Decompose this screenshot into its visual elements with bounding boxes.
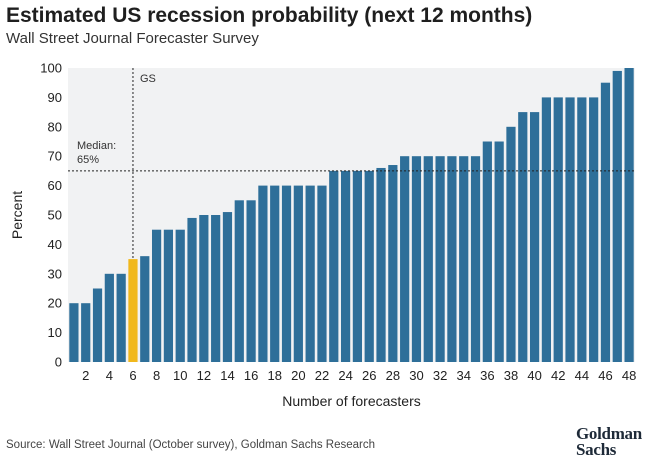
bar xyxy=(400,156,410,362)
x-tick-label: 10 xyxy=(173,368,187,383)
x-tick-label: 26 xyxy=(362,368,376,383)
x-tick-label: 18 xyxy=(267,368,281,383)
x-tick-label: 42 xyxy=(551,368,565,383)
x-tick-label: 36 xyxy=(480,368,494,383)
goldman-sachs-logo: Goldman Sachs xyxy=(576,424,642,459)
bar xyxy=(494,141,504,362)
x-tick-label: 40 xyxy=(527,368,541,383)
median-label: Median: xyxy=(77,140,116,152)
bar xyxy=(364,170,374,362)
x-tick-label: 48 xyxy=(622,368,636,383)
bar xyxy=(246,200,256,362)
bar xyxy=(81,303,91,362)
bar xyxy=(199,215,209,362)
bar xyxy=(612,70,622,362)
bar xyxy=(270,185,280,362)
bar xyxy=(624,68,634,362)
bar xyxy=(447,156,457,362)
x-tick-label: 14 xyxy=(220,368,234,383)
bar xyxy=(163,229,174,362)
bar xyxy=(258,185,268,362)
bar xyxy=(92,288,103,362)
y-tick-label: 80 xyxy=(48,119,62,134)
bar xyxy=(281,185,292,362)
x-tick-label: 32 xyxy=(433,368,447,383)
y-tick-label: 40 xyxy=(48,237,62,252)
plot-area xyxy=(68,68,635,362)
bar xyxy=(506,126,516,362)
y-tick-label: 100 xyxy=(40,61,62,76)
y-axis-label: Percent xyxy=(9,191,25,239)
y-tick-label: 50 xyxy=(48,208,62,223)
bar xyxy=(529,112,540,362)
bar xyxy=(600,82,611,362)
bar xyxy=(116,273,126,362)
x-tick-label: 30 xyxy=(409,368,423,383)
bar xyxy=(317,185,327,362)
x-tick-label: 38 xyxy=(504,368,518,383)
bar xyxy=(482,141,492,362)
bar xyxy=(128,259,138,362)
x-tick-label: 22 xyxy=(315,368,329,383)
x-tick-label: 34 xyxy=(456,368,470,383)
y-tick-label: 0 xyxy=(55,355,62,370)
bar xyxy=(518,112,528,362)
gs-label: GS xyxy=(140,73,156,85)
bar xyxy=(553,97,563,363)
bar xyxy=(459,156,469,362)
bar xyxy=(234,200,244,362)
bar xyxy=(211,215,221,362)
y-tick-label: 90 xyxy=(48,90,62,105)
y-tick-label: 60 xyxy=(48,178,62,193)
bar xyxy=(589,97,599,363)
bar xyxy=(470,156,481,362)
bar xyxy=(340,170,351,362)
y-tick-label: 10 xyxy=(48,325,62,340)
chart-title: Estimated US recession probability (next… xyxy=(6,4,533,27)
bar xyxy=(411,156,422,362)
x-tick-label: 8 xyxy=(153,368,160,383)
bar xyxy=(222,212,233,362)
logo-line-2: Sachs xyxy=(576,440,617,459)
x-tick-label: 44 xyxy=(575,368,589,383)
bar xyxy=(541,97,552,363)
chart-subtitle: Wall Street Journal Forecaster Survey xyxy=(6,30,259,47)
bar xyxy=(329,170,339,362)
bar xyxy=(305,185,315,362)
x-tick-label: 20 xyxy=(291,368,305,383)
bar xyxy=(577,97,587,363)
median-value-label: 65% xyxy=(77,154,99,166)
x-tick-label: 4 xyxy=(106,368,113,383)
x-tick-label: 46 xyxy=(598,368,612,383)
bar xyxy=(151,229,162,362)
x-tick-label: 12 xyxy=(197,368,211,383)
bar xyxy=(435,156,445,362)
bar xyxy=(376,167,386,362)
bar xyxy=(187,217,197,362)
bar xyxy=(352,170,363,362)
source-note: Source: Wall Street Journal (October sur… xyxy=(6,439,375,451)
bar xyxy=(423,156,433,362)
x-tick-label: 28 xyxy=(386,368,400,383)
x-tick-label: 6 xyxy=(129,368,136,383)
bar xyxy=(175,229,185,362)
y-tick-label: 20 xyxy=(48,296,62,311)
bar xyxy=(69,303,79,362)
y-tick-label: 30 xyxy=(48,266,62,281)
logo-line-1: Goldman xyxy=(576,424,642,443)
x-axis-label: Number of forecasters xyxy=(282,393,421,409)
x-tick-label: 2 xyxy=(82,368,89,383)
y-tick-label: 70 xyxy=(48,149,62,164)
bar xyxy=(140,256,150,362)
bar xyxy=(565,97,575,363)
x-tick-label: 24 xyxy=(338,368,352,383)
x-tick-label: 16 xyxy=(244,368,258,383)
bar xyxy=(388,165,398,362)
bar xyxy=(293,185,303,362)
bar xyxy=(104,273,114,362)
